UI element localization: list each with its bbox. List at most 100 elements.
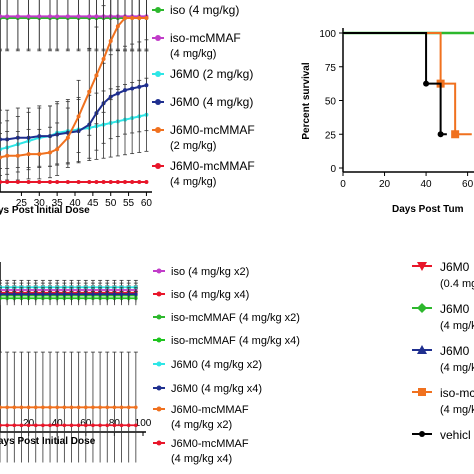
data-point (19, 405, 24, 410)
legend-label: (0.4 mg (440, 278, 474, 290)
legend-bottom-item-2: iso-mcMMAF (4 mg/kg x2) (153, 312, 300, 324)
legend-marker (156, 337, 162, 343)
legend-survival-item-0: J6M0 (0.4 mg (412, 260, 474, 290)
legend-label: (4 mg/kg x4) (171, 453, 232, 465)
data-point (0, 288, 2, 292)
panel-c-x-ticks: 20406080100 (23, 418, 152, 436)
data-point (105, 423, 110, 428)
data-point (134, 405, 138, 410)
legend-survival-item-1: J6M0 (4 mg/k (412, 302, 474, 332)
data-point (91, 292, 95, 296)
legend-label: (4 mg/kg x2) (171, 419, 232, 431)
legend-marker (155, 127, 161, 133)
data-point (112, 405, 117, 410)
legend-label: iso-mcMMAF (4 mg/kg x4) (171, 335, 300, 347)
panel-b-legend: J6M0 (0.4 mg J6M0 (4 mg/k J6M0 (4 mg/k iso-mc (… (412, 260, 474, 442)
legend-label: (4 mg/k (440, 404, 474, 416)
data-point (48, 150, 52, 155)
panel-c-x-tick-label: 100 (135, 418, 152, 429)
legend-marker (419, 431, 425, 437)
data-point (65, 180, 70, 184)
data-point (48, 292, 52, 296)
data-point (87, 89, 92, 94)
data-point (76, 423, 81, 428)
data-point (112, 423, 117, 428)
legend-label: iso (4 mg/kg x4) (171, 289, 249, 301)
data-point (119, 423, 124, 428)
data-point (144, 83, 149, 88)
legend-marker (417, 303, 427, 313)
data-point (137, 180, 142, 184)
panel-b-y-tick-label: 0 (330, 164, 336, 175)
legend-label: (4 mg/k (440, 362, 474, 374)
panel-b-y-tick-label: 100 (319, 29, 336, 40)
panel-c-legend: iso (4 mg/kg x2) iso (4 mg/kg x4) iso-mcMM… (153, 266, 300, 465)
data-point (33, 405, 38, 410)
data-point (137, 16, 142, 20)
panel-b-series-2 (343, 32, 447, 138)
data-point (12, 292, 17, 296)
data-point (65, 14, 70, 19)
panel-a-series-1 (0, 0, 149, 50)
data-point (105, 292, 110, 296)
legend-label: iso-mc (440, 386, 474, 400)
panel-b-ticks: 0 25 50 75 100 0 20 40 60 (319, 29, 473, 190)
data-point (33, 292, 38, 296)
data-point (37, 180, 42, 184)
data-point (62, 292, 67, 296)
data-point (0, 14, 2, 19)
panel-a-x-tick-label: 25 (16, 198, 28, 209)
data-point (12, 405, 17, 410)
data-point (0, 137, 2, 142)
data-point (94, 180, 99, 184)
legend-marker (156, 314, 162, 320)
legend-label: (4 mg/kg) (170, 48, 216, 60)
data-point (108, 38, 113, 43)
legend-marker (155, 163, 161, 169)
legend-label: (2 mg/kg) (170, 140, 216, 152)
data-point (65, 135, 70, 140)
panel-b-y-tick-label: 75 (325, 63, 337, 74)
legend-label: J6M0-mcMMAF (171, 404, 249, 416)
legend-label: J6M0 (2 mg/kg) (170, 67, 253, 81)
legend-marker (156, 406, 162, 412)
data-point (15, 180, 20, 184)
legend-label: iso-mcMMAF (170, 31, 241, 45)
legend-marker (155, 99, 161, 105)
legend-label: (4 mg/k (440, 320, 474, 332)
data-point (62, 405, 67, 410)
data-point (130, 180, 135, 184)
panel-b-y-label: Percent survival (301, 62, 312, 139)
data-point (26, 423, 31, 428)
legend-label: J6M0 (440, 344, 470, 358)
legend-marker (156, 291, 162, 297)
data-point (19, 292, 24, 296)
data-point (123, 88, 127, 93)
panel-c-series (0, 279, 138, 463)
legend-label: J6M0 (4 mg/kg) (170, 95, 253, 109)
data-point (55, 14, 60, 19)
legend-bottom-item-0: iso (4 mg/kg x2) (153, 266, 249, 278)
legend-top-item-2: J6M0 (2 mg/kg) (152, 67, 253, 81)
data-point (91, 423, 95, 428)
panel-c-chart: 20406080100 ays Post Initial Dose (0, 262, 152, 463)
data-point (41, 292, 45, 296)
panel-b-x-tick-label: 60 (462, 179, 474, 190)
data-point (5, 423, 9, 428)
legend-label: J6M0-mcMMAF (171, 438, 249, 450)
legend-marker (156, 268, 162, 274)
data-point (76, 14, 81, 19)
data-point (91, 405, 95, 410)
data-point (98, 292, 102, 296)
panel-a-x-tick-label: 45 (87, 198, 99, 209)
legend-marker (156, 385, 162, 391)
data-point (87, 14, 92, 19)
legend-bottom-item-4: J6M0 (4 mg/kg x2) (153, 359, 262, 371)
data-point (144, 16, 149, 20)
panel-b-x-label: Days Post Tum (392, 204, 464, 215)
data-point (15, 153, 20, 158)
data-point (87, 180, 92, 184)
legend-label: J6M0 (4 mg/kg x2) (171, 359, 262, 371)
survival-event-marker (423, 80, 430, 87)
